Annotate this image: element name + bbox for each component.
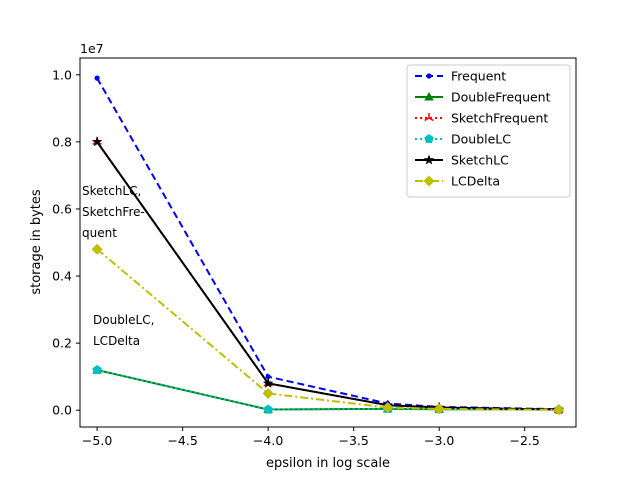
data-point [382,402,394,414]
annotation: SketchLC, SketchFre-quent [82,184,145,240]
legend-label: Frequent [451,69,506,84]
y-offset-label: 1e7 [80,41,104,56]
x-tick-label: −3.5 [338,433,368,448]
legend-label: SketchLC [451,153,509,168]
data-point [262,377,274,388]
data-point [91,136,103,147]
annotation-line: quent [82,226,117,240]
legend-marker [424,113,434,122]
legend-marker [423,175,435,187]
legend-marker [424,134,434,144]
y-axis-label: storage in bytes [29,189,44,295]
data-point [94,75,100,81]
x-tick-label: −4.5 [167,433,197,448]
x-axis-label: epsilon in log scale [266,456,390,471]
annotation-line: SketchFre- [82,205,145,219]
data-point [553,404,565,416]
legend-entry: DoubleLC [415,132,511,147]
y-tick-label: 0.4 [52,269,72,284]
x-tick-label: −3.0 [424,433,454,448]
legend-entry: SketchFrequent [415,111,548,126]
y-tick-label: 0.0 [52,403,72,418]
legend-label: LCDelta [451,174,500,189]
legend-entry: DoubleFrequent [415,90,551,105]
legend-entry: Frequent [415,69,506,84]
annotation-line: DoubleLC, [93,313,154,327]
annotation-line: LCDelta [93,334,140,348]
legend-marker [423,154,435,165]
data-point [262,387,274,399]
annotation-line: SketchLC, [82,184,141,198]
y-tick-label: 0.2 [52,336,72,351]
series-line [96,248,559,411]
x-tick-label: −2.5 [510,433,540,448]
legend-box [406,64,571,198]
legend: Frequent DoubleFrequent SketchFrequent Doub… [406,64,571,198]
legend-label: DoubleFrequent [451,90,551,105]
legend-label: SketchFrequent [451,111,548,126]
axis-ticks: −5.0 −4.5 −4.0 −3.5 −3.0 −2.5 0.0 0.2 0.4 0.6 0.8 1… [52,67,540,448]
data-point [433,403,445,415]
legend-marker [424,92,434,101]
plot-frame [79,57,577,428]
legend-marker [426,73,432,79]
x-tick-label: −4.0 [253,433,283,448]
legend-label: DoubleLC [451,132,511,147]
legend-entry: SketchLC [415,153,509,168]
annotation: DoubleLC, LCDelta [93,313,154,348]
data-point [92,364,102,375]
annotations: SketchLC, SketchFre-quent DoubleLC, LCDelta [82,184,154,348]
data-point [91,243,103,255]
x-tick-label: −5.0 [82,433,112,448]
y-tick-label: 1.0 [52,67,72,82]
legend-entry: LCDelta [415,174,500,189]
y-tick-label: 0.8 [52,134,72,149]
data-point [263,404,273,414]
series-lcdelta [91,243,565,416]
series-layer [91,75,565,416]
y-tick-label: 0.6 [52,201,72,216]
data-point [265,374,271,380]
